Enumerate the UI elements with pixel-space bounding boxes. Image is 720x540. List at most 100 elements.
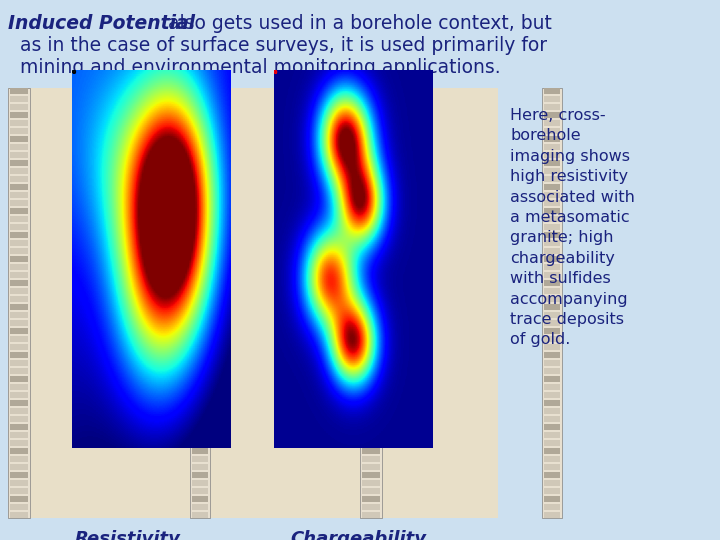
Bar — [192, 280, 208, 286]
Bar — [362, 96, 380, 102]
Bar — [192, 344, 208, 350]
Bar — [362, 136, 380, 142]
Bar — [544, 176, 560, 182]
Bar — [192, 128, 208, 134]
Bar — [362, 320, 380, 326]
Bar — [192, 472, 208, 478]
Bar — [544, 400, 560, 406]
Bar — [362, 160, 380, 166]
Bar — [192, 176, 208, 182]
Text: mining and environmental monitoring applications.: mining and environmental monitoring appl… — [8, 58, 500, 77]
Bar — [544, 512, 560, 518]
Text: Here, cross-
borehole
imaging shows
high resistivity
associated with
a metasomat: Here, cross- borehole imaging shows high… — [510, 108, 635, 347]
Bar — [192, 160, 208, 166]
Bar — [10, 448, 28, 454]
Bar — [544, 232, 560, 238]
Bar — [362, 424, 380, 430]
Bar — [192, 88, 208, 94]
Bar — [192, 208, 208, 214]
Bar — [192, 192, 208, 198]
Bar — [362, 400, 380, 406]
Bar — [10, 480, 28, 486]
Bar — [544, 216, 560, 222]
Bar — [362, 232, 380, 238]
Bar — [362, 448, 380, 454]
Bar — [362, 368, 380, 374]
Bar — [542, 88, 562, 518]
Bar — [10, 336, 28, 342]
Bar — [192, 112, 208, 118]
Bar — [192, 416, 208, 422]
Bar — [362, 208, 380, 214]
Bar — [544, 496, 560, 502]
Bar — [10, 264, 28, 270]
Bar — [192, 448, 208, 454]
Bar — [10, 496, 28, 502]
Bar — [10, 248, 28, 254]
Bar — [362, 488, 380, 494]
Bar — [362, 312, 380, 318]
Bar — [544, 352, 560, 358]
Bar — [362, 432, 380, 438]
Bar — [362, 512, 380, 518]
Bar — [544, 304, 560, 310]
Bar — [10, 504, 28, 510]
Bar — [362, 480, 380, 486]
Bar — [10, 88, 28, 94]
Bar — [10, 328, 28, 334]
Bar — [10, 288, 28, 294]
Bar — [192, 392, 208, 398]
Bar — [544, 320, 560, 326]
Bar — [192, 368, 208, 374]
Bar — [192, 256, 208, 262]
Bar — [10, 400, 28, 406]
Bar — [544, 480, 560, 486]
Bar — [190, 88, 210, 518]
Bar — [362, 296, 380, 302]
Bar — [10, 432, 28, 438]
Bar — [544, 248, 560, 254]
Bar — [362, 504, 380, 510]
Bar — [544, 376, 560, 382]
Bar — [362, 456, 380, 462]
Bar — [10, 160, 28, 166]
Bar — [192, 336, 208, 342]
Bar — [192, 152, 208, 158]
Bar — [544, 272, 560, 278]
Bar — [10, 280, 28, 286]
Bar — [362, 200, 380, 206]
Text: also gets used in a borehole context, but: also gets used in a borehole context, bu… — [162, 14, 552, 33]
Bar — [10, 104, 28, 110]
Bar — [544, 360, 560, 366]
Bar — [192, 440, 208, 446]
Bar — [544, 424, 560, 430]
Bar — [362, 264, 380, 270]
Bar — [362, 280, 380, 286]
Bar — [10, 168, 28, 174]
Bar — [10, 112, 28, 118]
Bar — [192, 216, 208, 222]
Bar — [10, 232, 28, 238]
Bar — [362, 440, 380, 446]
Bar — [10, 256, 28, 262]
Bar — [544, 472, 560, 478]
Bar — [362, 184, 380, 190]
Bar — [362, 256, 380, 262]
Bar — [544, 344, 560, 350]
Bar — [10, 136, 28, 142]
Bar — [10, 344, 28, 350]
Bar — [544, 152, 560, 158]
Bar — [544, 200, 560, 206]
Bar — [544, 408, 560, 414]
Bar — [362, 384, 380, 390]
Bar — [362, 112, 380, 118]
Bar — [192, 224, 208, 230]
Bar — [362, 496, 380, 502]
Bar — [10, 408, 28, 414]
Bar — [10, 360, 28, 366]
Bar — [544, 88, 560, 94]
Bar — [192, 288, 208, 294]
Bar — [544, 184, 560, 190]
Bar — [192, 104, 208, 110]
Bar — [192, 400, 208, 406]
